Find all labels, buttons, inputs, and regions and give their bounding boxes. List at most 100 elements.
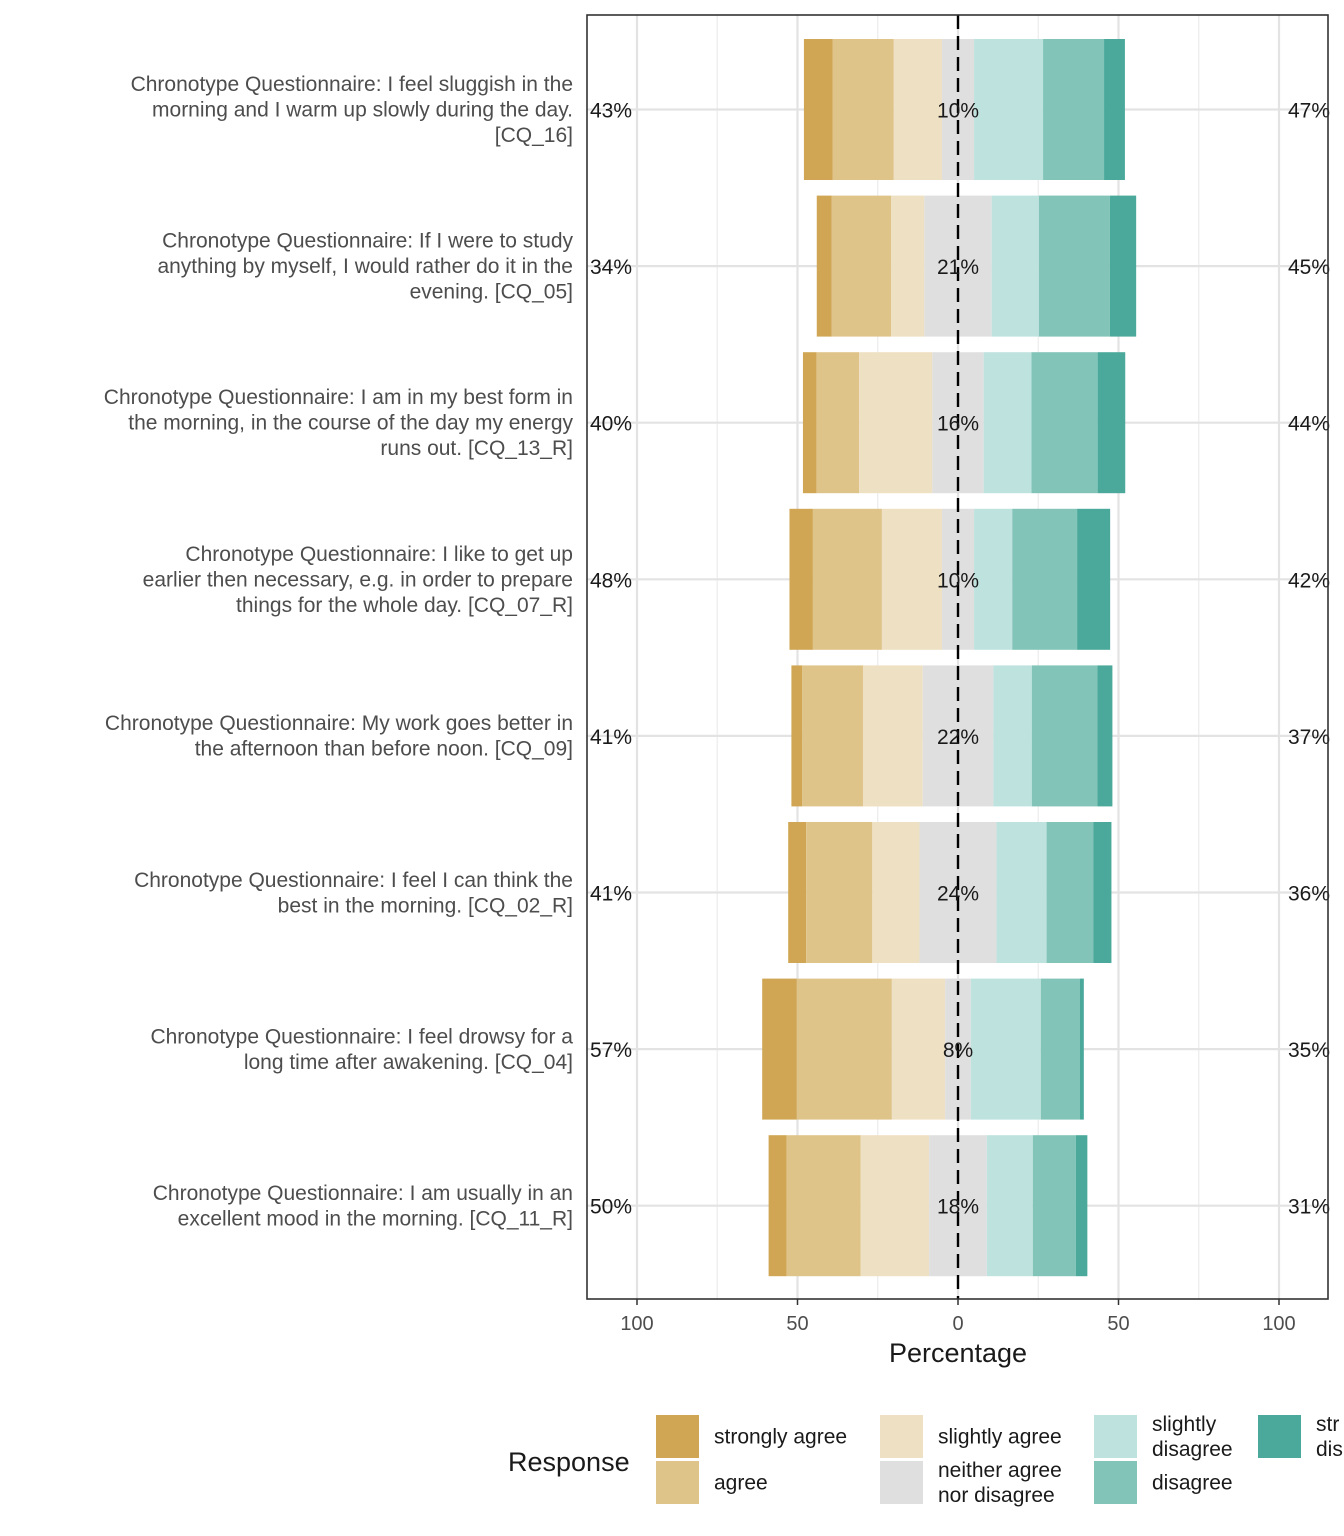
legend-label-line: strongly agree [714,1426,847,1449]
legend-label-line: agree [714,1472,768,1495]
bar-segment [859,352,933,494]
bars [762,39,1137,1277]
legend-key [880,1415,923,1458]
legend-key [1258,1415,1301,1458]
bar-segment [1079,978,1084,1120]
legend-label: disagree [1152,1472,1233,1495]
legend: Response strongly agree agree slightly agr… [508,1413,1343,1507]
bar-segment [993,665,1032,807]
neutral-percent-label: 18% [937,1196,979,1219]
right-percent-label: 45% [1288,256,1330,279]
legend-label: strongly agree [714,1426,847,1449]
bar-segment [991,195,1039,337]
bar-segment [796,978,892,1120]
item-label-line: Chronotype Questionnaire: I feel sluggis… [131,73,573,96]
right-percent-label: 37% [1288,726,1330,749]
legend-key [656,1415,699,1458]
right-percent-label: 35% [1288,1039,1330,1062]
bar-segment [1012,508,1078,650]
legend-label-line: nor disagree [938,1484,1055,1507]
neutral-percent-label: 24% [937,883,979,906]
item-label-line: Chronotype Questionnaire: My work goes b… [105,712,573,735]
item-label: Chronotype Questionnaire: I am in my bes… [104,386,574,460]
x-tick-label: 0 [952,1313,963,1335]
left-percent-label: 43% [590,100,632,123]
bar-segment [1038,195,1110,337]
legend-key [1094,1415,1137,1458]
bar-segment [1032,1135,1076,1277]
bar-segment [1109,195,1137,337]
bar-segment [1093,822,1112,963]
bar-segment [1046,822,1094,963]
bar-segment [1104,39,1125,180]
neutral-percent-label: 8% [943,1039,973,1062]
bar-segment [986,1135,1033,1277]
bar-segment [891,195,925,337]
item-label-line: the morning, in the course of the day my… [128,412,573,435]
bar-segment [1031,665,1098,807]
legend-label: slightly agree [938,1426,1062,1449]
left-percent-label: 48% [590,569,632,592]
legend-title: Response [508,1447,630,1477]
legend-label: str dis [1316,1413,1343,1461]
left-percent-label: 57% [590,1039,632,1062]
x-tick-label: 100 [1262,1313,1295,1335]
bar-segment [860,1135,930,1277]
item-label-line: long time after awakening. [CQ_04] [244,1051,573,1074]
left-percent-label: 40% [590,413,632,436]
item-label: Chronotype Questionnaire: I feel sluggis… [131,73,573,147]
legend-label-line: slightly [1152,1413,1217,1436]
bar-segment [802,352,817,494]
neutral-percent-label: 10% [937,100,979,123]
bar-segment [970,978,1041,1120]
right-percent-label: 42% [1288,569,1330,592]
legend-key [656,1461,699,1504]
legend-label-line: str [1316,1413,1339,1436]
percent-labels: 43% 10% 47% 34% 21% 45% 40% 16% 44% 48% 10% 42% 41% 2… [590,100,1330,1219]
item-label-line: anything by myself, I would rather do it… [157,255,573,278]
bar-segment [762,978,797,1120]
x-tick-label: 50 [1107,1313,1129,1335]
item-labels: Chronotype Questionnaire: I feel sluggis… [104,73,574,1230]
bar-segment [1097,665,1113,807]
bar-segment [812,508,882,650]
item-label-line: Chronotype Questionnaire: If I were to s… [162,230,573,253]
legend-label-line: neither agree [938,1459,1062,1482]
item-label-line: excellent mood in the morning. [CQ_11_R] [178,1207,573,1230]
legend-label: agree [714,1472,768,1495]
bar-segment [881,508,942,650]
bar-segment [803,39,833,180]
bar-segment [816,195,832,337]
bar-segment [996,822,1047,963]
bar-segment [891,978,946,1120]
item-label-line: Chronotype Questionnaire: I feel drowsy … [150,1025,573,1048]
neutral-percent-label: 10% [937,569,979,592]
bar-segment [974,39,1044,180]
left-percent-label: 41% [590,726,632,749]
item-label-line: earlier then necessary, e.g. in order to… [143,568,573,591]
item-label: Chronotype Questionnaire: I like to get … [143,543,573,617]
legend-key [880,1461,923,1504]
bar-segment [791,665,803,807]
neutral-percent-label: 22% [937,726,979,749]
item-label-line: the afternoon than before noon. [CQ_09] [195,738,573,761]
bar-segment [816,352,860,494]
item-label-line: evening. [CQ_05] [410,281,573,304]
legend-label-line: dis [1316,1438,1343,1461]
item-label-line: Chronotype Questionnaire: I am usually i… [153,1182,573,1205]
item-label: Chronotype Questionnaire: My work goes b… [105,712,573,761]
bar-segment [831,195,892,337]
x-axis: Percentage 100 50 0 50 100 [620,1299,1296,1368]
x-tick-label: 50 [786,1313,808,1335]
bar-segment [786,1135,861,1277]
left-percent-label: 50% [590,1196,632,1219]
bar-segment [1075,1135,1088,1277]
item-label-line: Chronotype Questionnaire: I like to get … [185,543,573,566]
legend-label: neither agree nor disagree [938,1459,1062,1507]
item-label: Chronotype Questionnaire: If I were to s… [157,230,573,304]
item-label: Chronotype Questionnaire: I am usually i… [153,1182,573,1231]
item-label: Chronotype Questionnaire: I feel drowsy … [150,1025,573,1074]
item-label-line: [CQ_16] [495,124,573,147]
legend-label-line: disagree [1152,1472,1233,1495]
